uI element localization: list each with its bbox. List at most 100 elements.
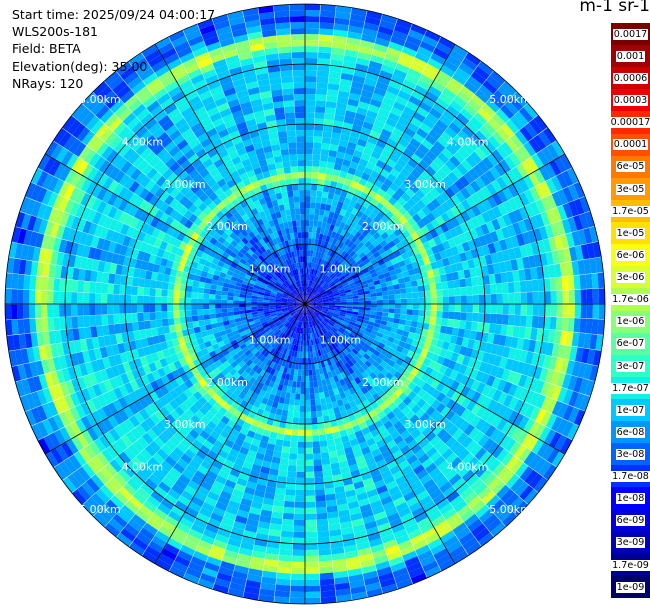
range-gate [409,344,417,353]
range-gate [389,205,399,215]
range-gate [354,255,361,263]
range-gate [197,287,205,294]
range-gate [478,235,488,247]
range-gate [360,213,369,222]
range-gate [173,290,180,298]
range-gate [319,265,324,272]
range-gate [431,353,440,363]
range-gate [409,459,422,470]
range-gate [209,289,217,295]
range-gate [367,136,378,145]
range-gate [227,291,234,297]
range-gate [413,266,421,275]
range-gate [315,106,326,113]
range-gate [545,251,554,266]
range-gate [399,153,411,164]
range-gate [319,348,325,356]
range-gate [364,300,371,304]
range-gate [521,433,534,448]
range-gate [387,265,395,272]
range-gate [320,290,326,295]
range-gate [436,382,446,392]
range-gate [330,319,337,324]
range-gate [421,427,433,438]
range-gate [395,411,406,421]
range-gate [358,498,370,507]
range-gate [161,304,168,312]
range-gate [430,290,437,298]
range-gate [400,168,411,178]
range-gate [318,554,332,562]
range-gate [305,190,311,197]
range-gate [507,383,518,397]
range-gate [312,154,321,161]
range-gate [372,262,380,269]
range-gate [312,332,317,339]
range-gate [425,165,437,177]
range-gate [312,262,316,270]
range-gate [411,286,419,293]
range-gate [314,471,324,478]
range-gate [354,279,361,285]
range-gate [316,317,322,323]
range-gate [327,311,334,315]
range-gate [391,523,406,534]
range-gate [440,212,451,223]
range-gate [419,74,434,86]
range-gate [386,439,397,450]
range-gate [535,394,546,409]
range-gate [445,198,456,209]
range-gate [513,399,525,413]
range-gate [324,286,331,291]
range-gate [316,305,323,307]
range-gate [388,299,395,304]
range-gate [221,312,228,318]
range-gate [449,155,461,168]
range-gate [290,585,305,592]
range-gate [215,304,222,309]
range-gate [358,45,373,55]
range-gate [365,216,373,225]
range-gate [522,363,531,376]
range-gate [340,307,347,311]
range-gate [545,342,554,356]
range-gate [331,317,338,322]
range-gate [528,138,542,154]
range-gate [353,215,361,224]
range-gate [328,211,335,219]
range-gate [466,388,477,400]
range-gate [366,488,379,498]
range-gate [460,187,471,200]
range-gate [358,328,366,334]
range-gate [519,401,530,416]
range-gate [407,475,420,486]
range-gate [417,341,425,349]
range-gate [330,328,337,334]
range-gate [429,317,437,325]
range-gate [453,344,462,354]
range-gate [316,307,323,310]
range-gate [346,306,353,309]
range-gate [377,259,386,266]
range-gate [352,424,362,433]
range-gate [405,73,420,85]
range-gate [313,291,319,296]
range-gate [357,315,364,320]
range-gate [434,226,444,236]
range-gate [467,98,482,112]
range-gate [490,70,506,86]
range-gate [375,287,382,293]
range-gate [346,301,353,304]
range-gate [314,276,319,283]
range-gate [361,322,368,328]
range-gate [428,129,441,141]
range-gate [383,271,391,278]
range-gate [443,421,455,433]
range-gate [513,246,523,259]
range-gate [356,107,368,116]
range-gate [318,315,324,320]
range-gate [390,561,407,573]
range-gate [397,480,410,491]
range-gate [453,444,466,457]
range-gate [419,265,427,273]
